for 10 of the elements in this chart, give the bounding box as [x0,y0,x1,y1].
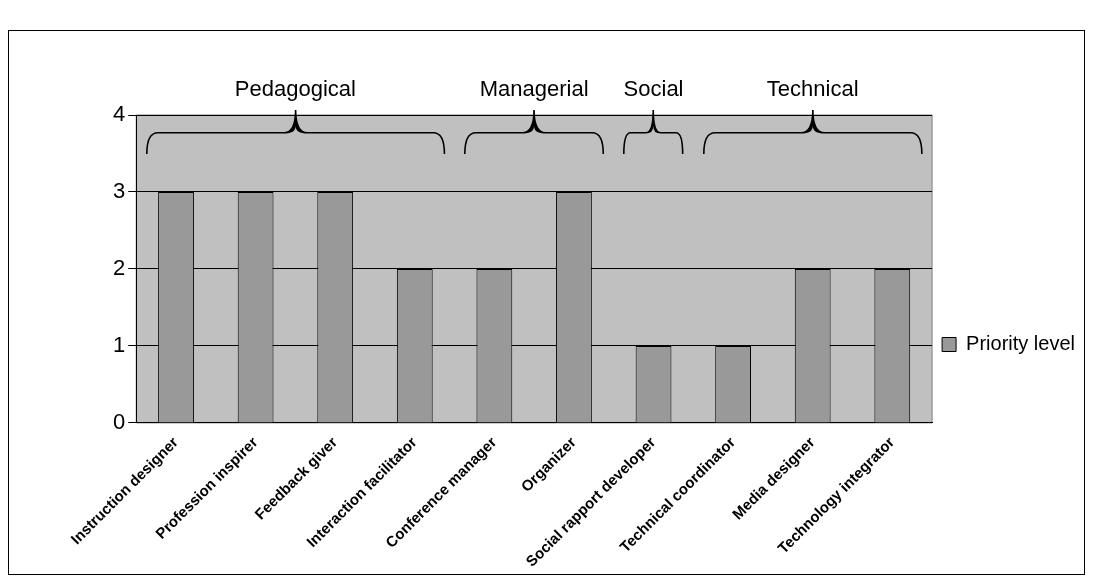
legend-label: Priority level [966,332,1076,355]
text: Social [623,76,684,102]
text: Pedagogical [234,76,356,102]
y-tick-label: 3 [112,178,126,204]
y-tick-label: 2 [112,255,126,281]
y-tick-label: 0 [112,408,126,434]
y-tick-label: 1 [112,331,126,357]
text: Managerial [479,76,589,102]
text: Technical [766,76,859,102]
y-tick-label: 4 [112,101,126,127]
